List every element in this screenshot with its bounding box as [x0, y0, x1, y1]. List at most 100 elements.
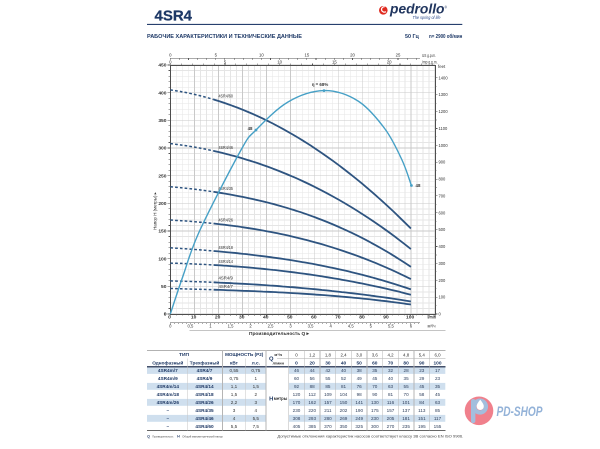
svg-text:1: 1 [209, 324, 212, 329]
svg-text:70: 70 [335, 315, 341, 321]
svg-text:28: 28 [404, 368, 410, 373]
svg-text:4SR4/7: 4SR4/7 [219, 284, 234, 289]
svg-text:Допустимые отклонения характер: Допустимые отклонения характеристик насо… [277, 434, 463, 438]
svg-text:92: 92 [294, 384, 300, 389]
svg-text:H: H [269, 396, 273, 402]
svg-text:4SR4/26: 4SR4/26 [195, 400, 214, 405]
svg-text:0: 0 [295, 361, 298, 367]
svg-text:81: 81 [388, 392, 394, 397]
svg-text:3: 3 [233, 408, 236, 413]
svg-text:1000: 1000 [439, 143, 449, 148]
svg-text:235: 235 [402, 424, 410, 429]
svg-text:Производительность Q ▸: Производительность Q ▸ [249, 331, 310, 337]
svg-text:Q: Q [269, 357, 274, 363]
svg-text:300: 300 [371, 424, 379, 429]
svg-text:м³/ч: м³/ч [428, 324, 436, 329]
svg-text:2,5: 2,5 [268, 324, 274, 329]
svg-text:60: 60 [372, 361, 378, 367]
svg-text:Напор H (метры) ▸: Напор H (метры) ▸ [152, 192, 157, 230]
svg-text:м³/ч: м³/ч [274, 352, 282, 357]
svg-text:109: 109 [324, 392, 332, 397]
svg-text:155: 155 [434, 424, 442, 429]
svg-text:30: 30 [325, 361, 331, 367]
svg-text:кВт: кВт [230, 360, 239, 365]
svg-text:230: 230 [293, 408, 301, 413]
svg-text:15: 15 [332, 60, 337, 65]
svg-text:40: 40 [341, 361, 347, 367]
svg-text:70: 70 [372, 384, 378, 389]
svg-text:450: 450 [158, 63, 166, 69]
svg-text:90: 90 [372, 392, 378, 397]
svg-text:120: 120 [293, 392, 301, 397]
svg-text:1,1: 1,1 [231, 384, 238, 389]
svg-text:45: 45 [435, 392, 441, 397]
svg-text:4: 4 [255, 408, 258, 413]
svg-text:104: 104 [340, 392, 348, 397]
svg-text:10: 10 [259, 53, 264, 58]
svg-text:4SR4/14: 4SR4/14 [219, 259, 234, 264]
svg-text:4,5: 4,5 [348, 324, 354, 329]
svg-text:л.с.: л.с. [252, 360, 260, 365]
svg-text:20: 20 [215, 315, 221, 321]
svg-text:600: 600 [439, 210, 447, 215]
svg-text:49: 49 [357, 376, 363, 381]
svg-text:700: 700 [439, 193, 447, 198]
svg-text:17: 17 [435, 368, 441, 373]
svg-text:4SR4/9: 4SR4/9 [219, 276, 234, 281]
svg-text:6,0: 6,0 [434, 352, 441, 357]
svg-text:100: 100 [439, 295, 447, 300]
svg-text:л/мин: л/мин [273, 360, 285, 365]
svg-text:4SR4m/9: 4SR4m/9 [158, 376, 178, 381]
svg-text:H: H [177, 434, 180, 438]
svg-text:®: ® [445, 6, 448, 10]
svg-text:50: 50 [161, 284, 167, 290]
svg-text:МОЩНОСТЬ (P2): МОЩНОСТЬ (P2) [225, 352, 264, 357]
svg-text:45: 45 [372, 376, 378, 381]
svg-text:4SR4/35: 4SR4/35 [195, 408, 214, 413]
svg-text:20: 20 [310, 361, 316, 367]
svg-text:137: 137 [402, 408, 410, 413]
svg-text:100: 100 [158, 256, 166, 262]
svg-text:40: 40 [341, 368, 347, 373]
svg-text:4SR4m/7: 4SR4m/7 [158, 368, 178, 373]
svg-text:Однофазный: Однофазный [152, 359, 183, 365]
svg-text:1100: 1100 [439, 126, 449, 131]
svg-text:280: 280 [324, 416, 332, 421]
svg-text:US g.p.m.: US g.p.m. [422, 53, 436, 58]
svg-text:175: 175 [371, 408, 379, 413]
svg-text:195: 195 [418, 424, 426, 429]
svg-text:Imp g.p.m.: Imp g.p.m. [422, 60, 438, 65]
svg-text:60: 60 [294, 376, 300, 381]
svg-text:35: 35 [435, 384, 441, 389]
svg-text:250: 250 [158, 173, 166, 179]
svg-text:–: – [166, 416, 169, 421]
svg-text:157: 157 [324, 400, 332, 405]
svg-text:15: 15 [305, 53, 310, 58]
svg-text:2,2: 2,2 [231, 400, 238, 405]
svg-text:5,4: 5,4 [419, 352, 426, 357]
svg-text:29: 29 [419, 376, 425, 381]
svg-text:Общий манометрический напор: Общий манометрический напор [182, 434, 223, 438]
svg-text:200: 200 [158, 201, 166, 207]
svg-text:56: 56 [310, 376, 316, 381]
svg-text:0: 0 [164, 312, 167, 318]
svg-text:35: 35 [372, 368, 378, 373]
svg-text:4SR4/18: 4SR4/18 [219, 245, 234, 250]
svg-text:40: 40 [388, 376, 394, 381]
svg-text:52: 52 [341, 376, 347, 381]
svg-text:100: 100 [406, 315, 414, 321]
svg-text:4SR4: 4SR4 [155, 9, 193, 25]
svg-text:РАБОЧИЕ ХАРАКТЕРИСТИКИ И ТЕХНИ: РАБОЧИЕ ХАРАКТЕРИСТИКИ И ТЕХНИЧЕСКИЕ ДАН… [147, 34, 302, 40]
svg-text:5,5: 5,5 [231, 424, 238, 429]
svg-text:230: 230 [371, 416, 379, 421]
svg-text:23: 23 [419, 368, 425, 373]
svg-text:63: 63 [435, 400, 441, 405]
svg-text:4SR4m/14: 4SR4m/14 [157, 384, 180, 389]
svg-text:0: 0 [168, 315, 171, 321]
svg-text:85: 85 [325, 384, 331, 389]
svg-text:4SR4/46: 4SR4/46 [219, 145, 234, 150]
svg-text:5: 5 [215, 53, 218, 58]
svg-text:370: 370 [324, 424, 332, 429]
svg-text:The spring of life: The spring of life [413, 15, 442, 20]
svg-text:2: 2 [249, 324, 252, 329]
